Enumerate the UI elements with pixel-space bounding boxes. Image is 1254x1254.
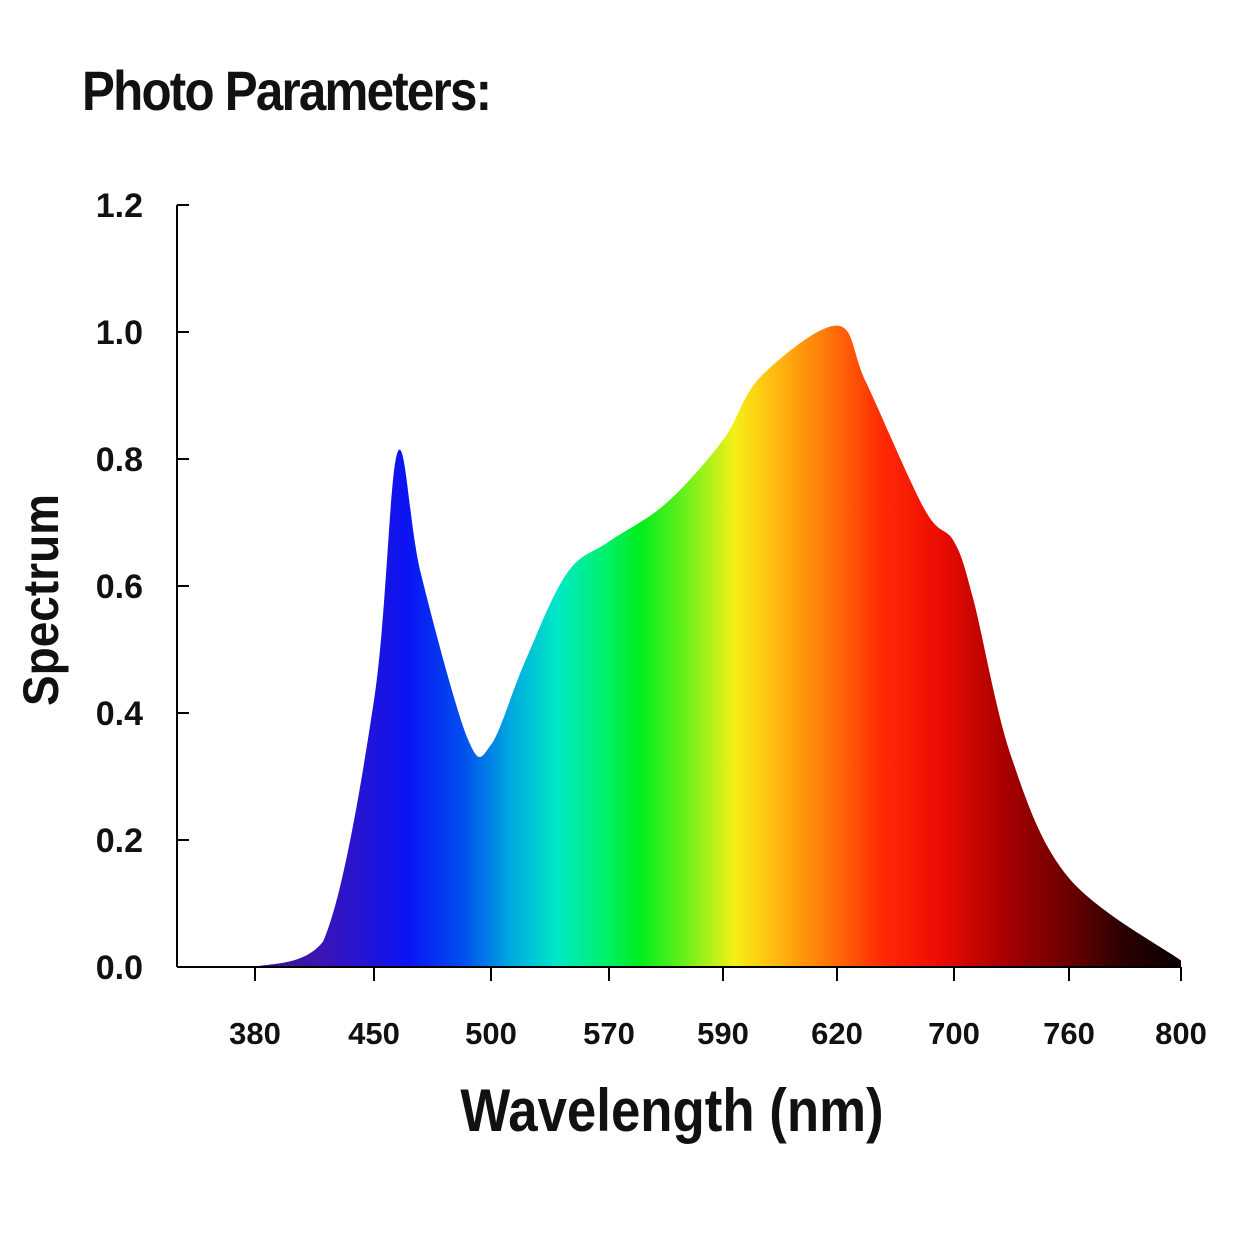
spectrum-area bbox=[255, 325, 1181, 968]
y-ticks: 0.0 0.2 0.4 0.6 0.8 1.0 1.2 bbox=[96, 187, 189, 987]
x-axis-title: Wavelength (nm) bbox=[460, 1077, 883, 1144]
x-tick-label: 620 bbox=[811, 1016, 863, 1051]
y-tick-label: 1.0 bbox=[96, 314, 143, 352]
x-ticks: 380 450 500 570 590 620 700 760 800 bbox=[229, 967, 1207, 1051]
x-tick-label: 700 bbox=[928, 1016, 980, 1051]
x-tick-label: 800 bbox=[1155, 1016, 1207, 1051]
y-tick-label: 0.8 bbox=[96, 441, 143, 479]
y-axis-title: Spectrum bbox=[14, 494, 69, 706]
y-tick-label: 0.6 bbox=[96, 568, 143, 606]
y-tick-label: 0.2 bbox=[96, 822, 143, 860]
x-tick-label: 450 bbox=[348, 1016, 400, 1051]
page-title: Photo Parameters: bbox=[82, 59, 492, 122]
y-tick-label: 0.0 bbox=[96, 949, 143, 987]
x-tick-label: 570 bbox=[583, 1016, 635, 1051]
x-tick-label: 380 bbox=[229, 1016, 281, 1051]
y-tick-label: 1.2 bbox=[96, 187, 143, 225]
x-tick-label: 760 bbox=[1043, 1016, 1095, 1051]
y-tick-label: 0.4 bbox=[96, 695, 143, 733]
x-tick-label: 590 bbox=[697, 1016, 749, 1051]
x-tick-label: 500 bbox=[465, 1016, 517, 1051]
